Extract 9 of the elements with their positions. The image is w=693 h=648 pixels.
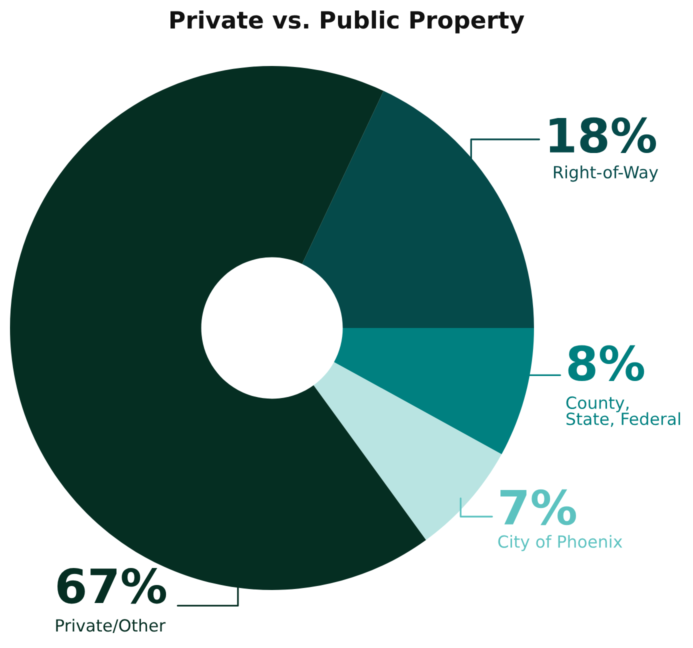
data-label: 7% [500,489,576,526]
slice-label: City of Phoenix [498,534,622,552]
data-label: 8% [568,345,644,381]
slice-label: Private/Other [56,618,166,634]
slice-label: Right-of-Way [554,166,658,182]
data-label: 18% [550,117,656,154]
data-label: 67% [57,568,166,604]
slice-label: County, State, Federal [566,396,680,427]
chart-title: Private vs. Public Property [170,10,524,34]
